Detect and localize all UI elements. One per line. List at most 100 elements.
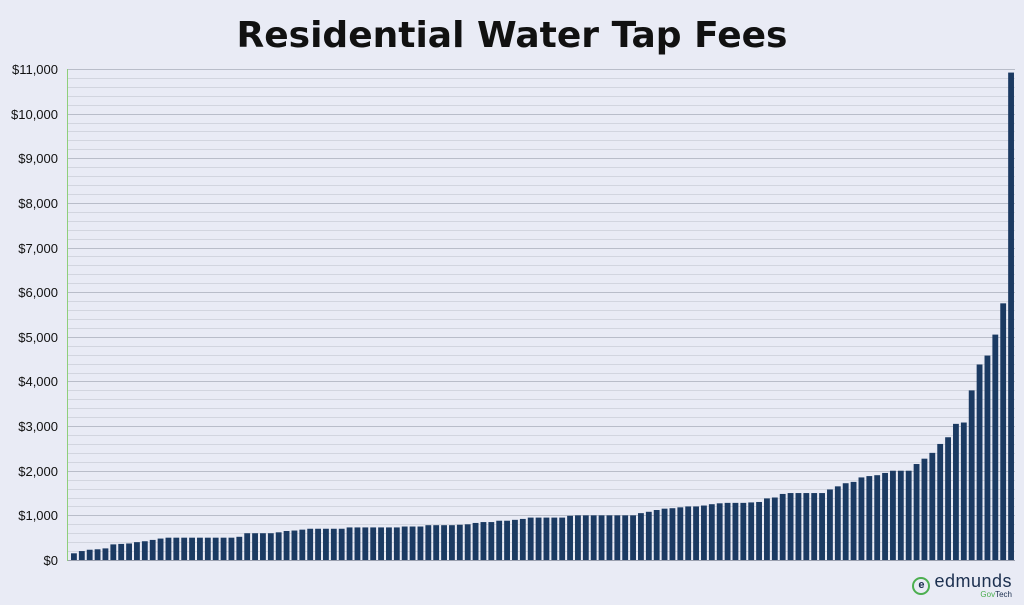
bar — [189, 537, 195, 560]
y-tick-label: $10,000 — [11, 107, 58, 122]
bar — [165, 537, 172, 560]
bar — [701, 505, 707, 560]
y-tick-label: $3,000 — [18, 419, 58, 434]
bar — [71, 553, 77, 560]
y-tick-label: $6,000 — [18, 285, 58, 300]
bar — [858, 477, 865, 560]
bar — [204, 537, 211, 560]
bar — [102, 548, 109, 560]
bar — [968, 390, 975, 560]
bar — [622, 515, 629, 560]
bar — [598, 515, 605, 560]
bar — [110, 544, 117, 560]
bar — [551, 517, 558, 560]
bar — [409, 526, 416, 560]
bar — [417, 526, 424, 560]
bar — [953, 423, 959, 560]
bar — [827, 489, 833, 560]
bar — [945, 437, 951, 560]
bar — [897, 470, 904, 560]
bar — [787, 493, 794, 560]
bar — [661, 508, 668, 560]
y-tick-label: $5,000 — [18, 330, 58, 345]
bar — [323, 528, 329, 560]
bar — [354, 527, 361, 560]
bar — [764, 498, 770, 560]
bar — [1000, 303, 1007, 560]
bar — [315, 528, 321, 560]
bar — [850, 481, 857, 560]
edmunds-logo-icon: e — [912, 576, 931, 595]
bar — [929, 452, 936, 560]
bar — [512, 519, 518, 560]
bar — [732, 502, 739, 560]
bar — [582, 515, 589, 560]
bar — [252, 533, 258, 560]
bar — [157, 538, 164, 560]
bar — [811, 493, 818, 560]
bar — [756, 501, 762, 560]
bar — [330, 528, 337, 560]
bar — [464, 524, 471, 560]
bar — [1008, 72, 1014, 560]
bar — [307, 528, 314, 560]
bar — [779, 493, 786, 560]
bar — [504, 520, 510, 560]
bar — [472, 522, 479, 560]
bar — [527, 517, 534, 560]
bar — [134, 542, 140, 560]
bar — [488, 522, 495, 560]
y-tick-label: $8,000 — [18, 196, 58, 211]
bar — [244, 533, 251, 560]
bar — [716, 503, 723, 560]
logo-sub-gov: Gov — [980, 590, 996, 599]
bar — [86, 549, 93, 560]
bar — [575, 515, 581, 560]
bar — [795, 493, 802, 560]
bar — [197, 537, 203, 560]
bar — [724, 502, 731, 560]
bar — [220, 537, 227, 560]
bar — [614, 515, 621, 560]
bar — [921, 458, 928, 560]
bar — [842, 483, 849, 560]
bar — [94, 549, 101, 560]
bar — [78, 551, 85, 560]
bar — [866, 476, 873, 560]
bar — [834, 486, 841, 560]
bar — [181, 537, 188, 560]
bar — [378, 527, 384, 560]
bar — [425, 525, 432, 560]
bar — [433, 525, 440, 560]
bar — [960, 422, 967, 560]
logo-subtitle: GovTech — [980, 591, 1012, 599]
bar — [567, 515, 573, 560]
bar — [496, 520, 503, 560]
bar — [456, 524, 463, 560]
bar — [677, 507, 684, 560]
bar — [149, 539, 156, 560]
y-tick-label: $4,000 — [18, 374, 58, 389]
chart-title: Residential Water Tap Fees — [237, 15, 788, 56]
bar — [299, 529, 306, 560]
bar — [638, 513, 644, 560]
bar — [519, 518, 526, 560]
bar — [905, 470, 912, 560]
bar — [590, 515, 597, 560]
bar — [267, 533, 274, 560]
bar — [740, 502, 747, 560]
bar — [984, 355, 991, 560]
bar — [535, 517, 542, 560]
bar — [606, 515, 613, 560]
bar — [370, 527, 377, 560]
bar — [685, 506, 692, 560]
bar — [118, 543, 125, 560]
bar — [260, 533, 266, 560]
y-tick-label: $0 — [44, 553, 58, 568]
bar — [236, 536, 243, 560]
bar — [937, 443, 944, 560]
bar — [630, 515, 636, 560]
y-tick-label: $1,000 — [18, 508, 58, 523]
bars — [71, 72, 1014, 560]
